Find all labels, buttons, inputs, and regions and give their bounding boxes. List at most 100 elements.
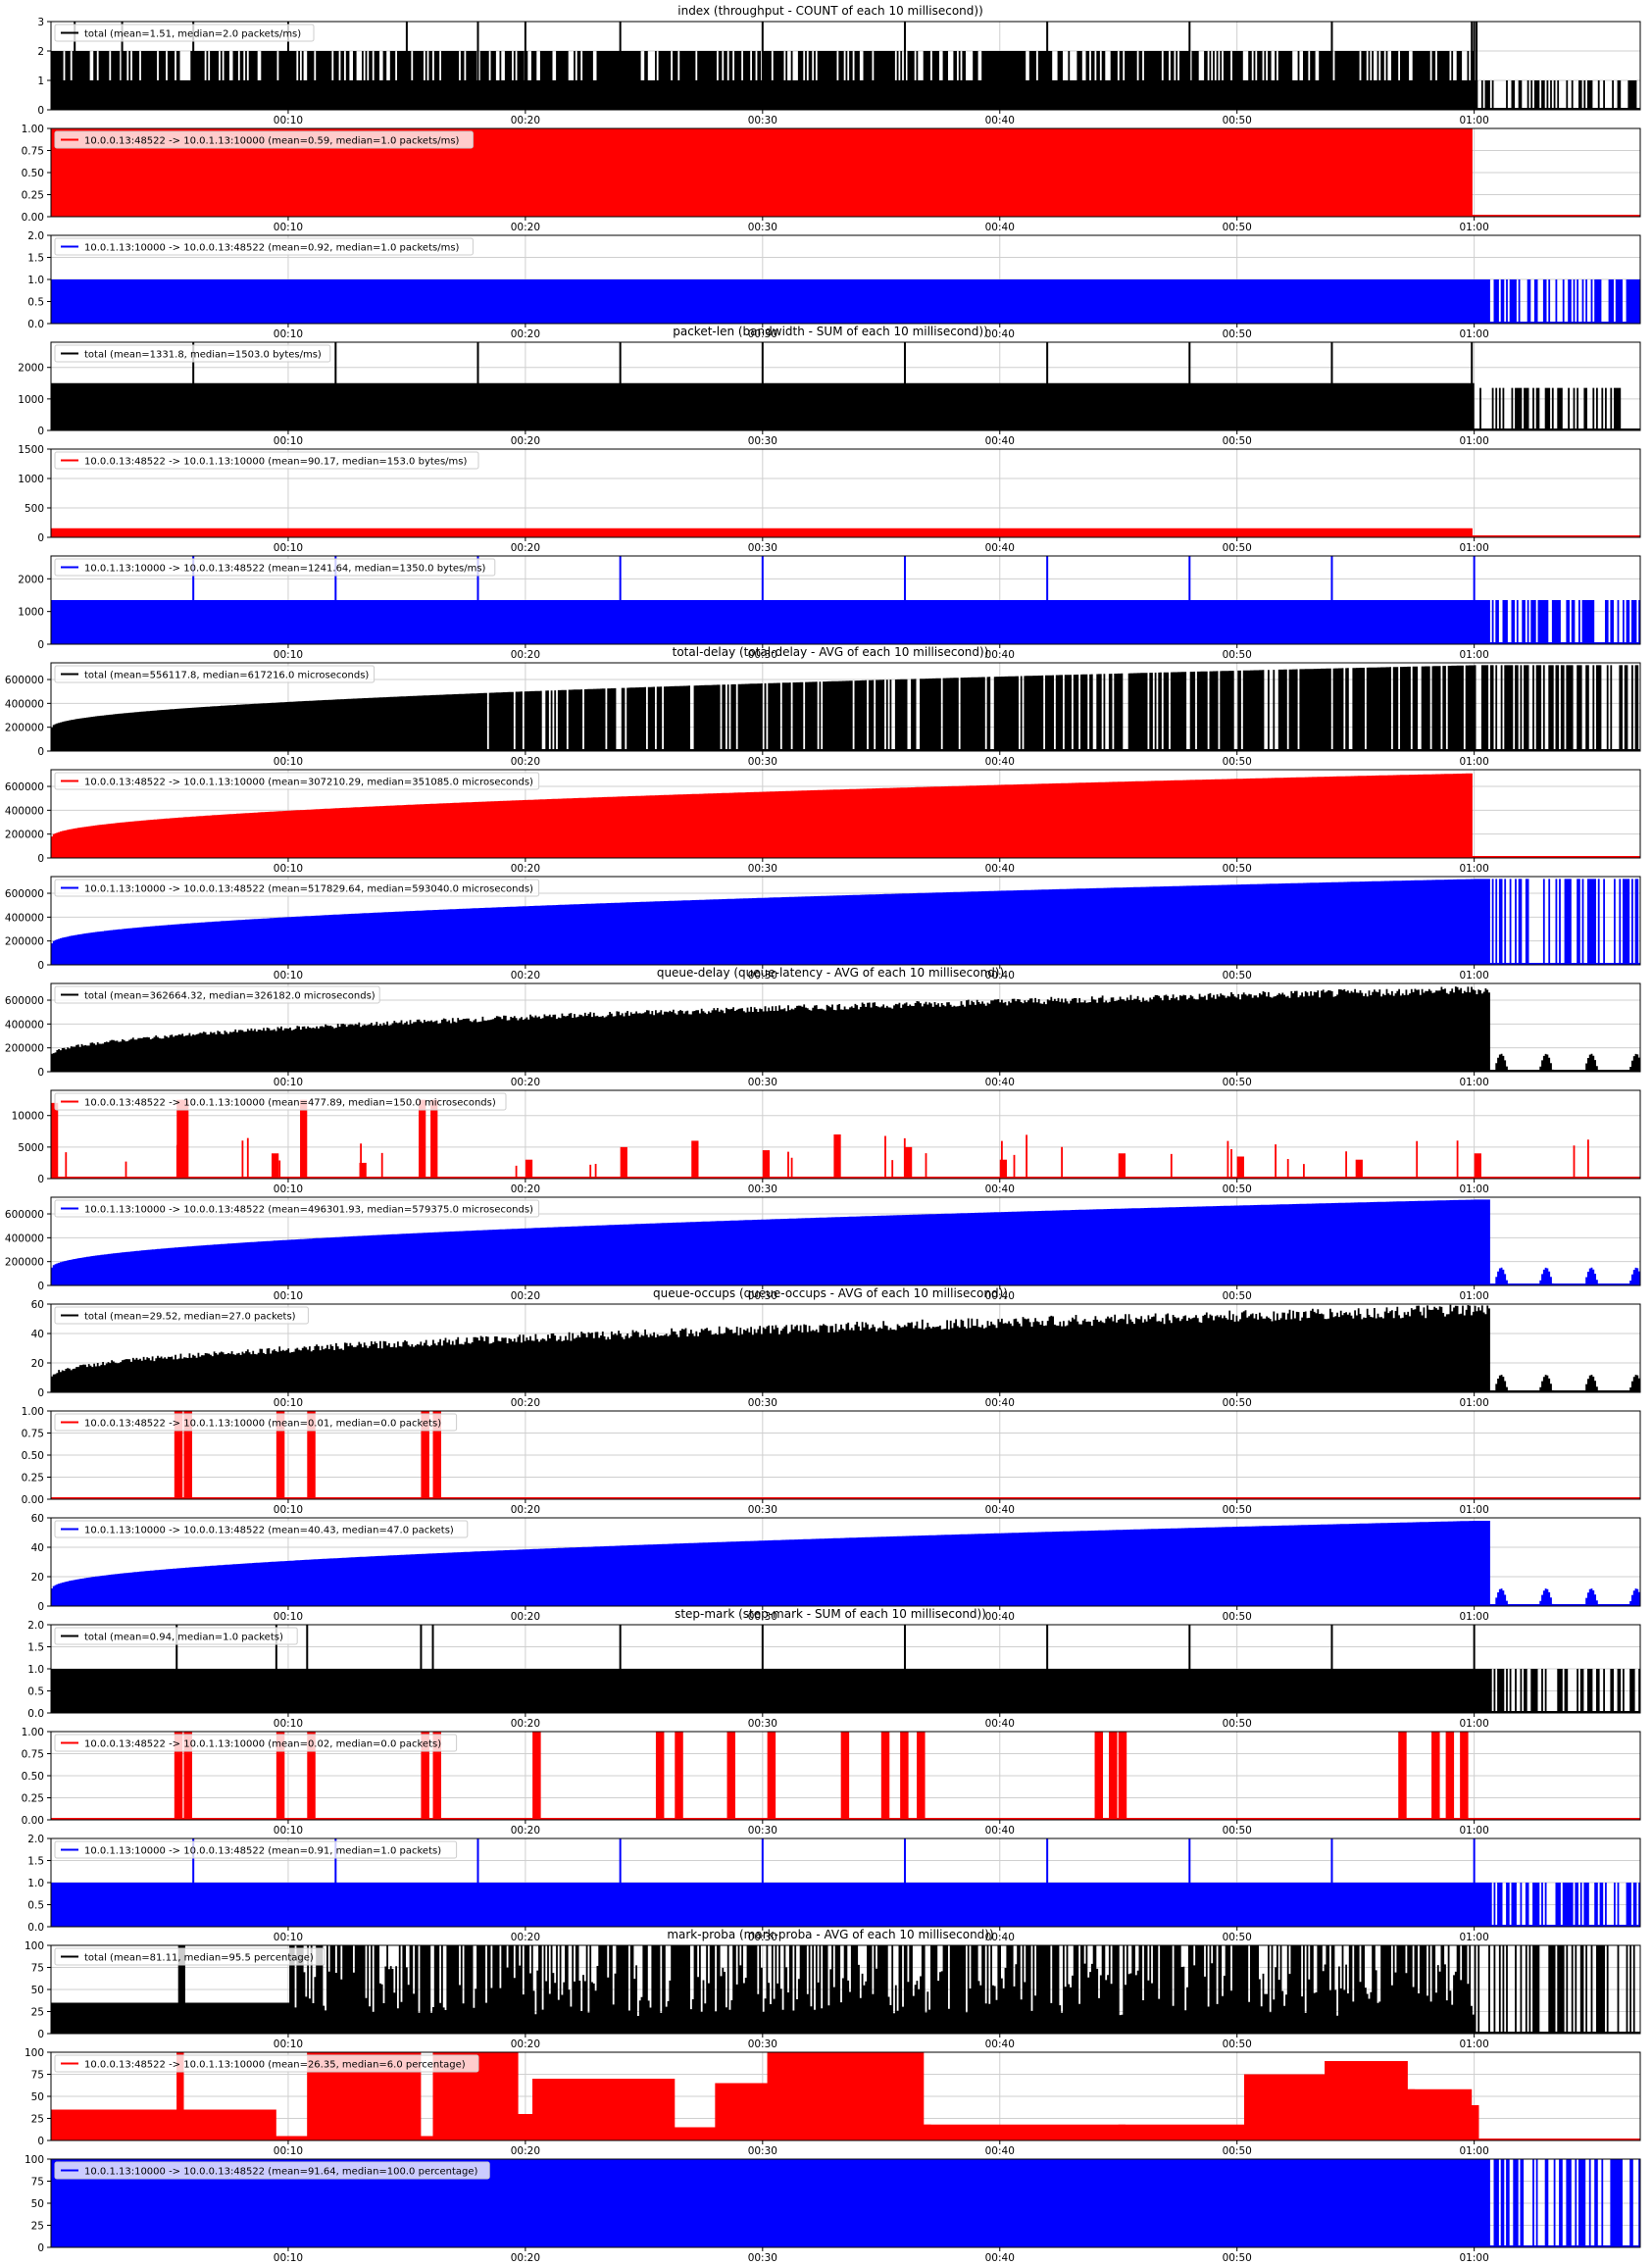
legend: total (mean=362664.32, median=326182.0 m… [54, 985, 380, 1004]
x-tick-label: 00:10 [274, 222, 303, 233]
spike-mark [421, 1732, 429, 1820]
legend-label: total (mean=29.52, median=27.0 packets) [84, 1312, 296, 1323]
y-tick-label: 1500 [18, 444, 44, 456]
x-tick-label: 00:30 [748, 1290, 777, 1302]
legend-box [54, 451, 479, 470]
panel-9: 0 200000 400000 600000 00:10 00:20 00:30 00:40 0… [5, 982, 1641, 1088]
y-tick-label: 40 [31, 1329, 44, 1340]
axes-frame [50, 769, 1641, 859]
x-tick-label: 00:50 [1223, 1504, 1252, 1516]
legend: 10.0.0.13:48522 -> 10.0.1.13:10000 (mean… [54, 1734, 458, 1752]
y-tick-label: 0 [37, 853, 44, 865]
x-tick-label: 00:40 [985, 2252, 1015, 2264]
spike-mark [1472, 2105, 1479, 2140]
y-tick-label: 0.25 [22, 190, 44, 202]
x-tick-label: 00:20 [511, 1611, 540, 1623]
legend-label: 10.0.0.13:48522 -> 10.0.1.13:10000 (mean… [84, 778, 533, 788]
spike-mark [275, 1732, 285, 1820]
x-tick-label: 00:10 [274, 1504, 303, 1516]
legend-label: 10.0.0.13:48522 -> 10.0.1.13:10000 (mean… [84, 2060, 466, 2071]
series-step-area [51, 2052, 1640, 2140]
spike-mark [51, 1102, 59, 1179]
spike-mark [176, 1099, 184, 1179]
y-tick-label: 2.0 [27, 1834, 44, 1845]
legend: 10.0.0.13:48522 -> 10.0.1.13:10000 (mean… [54, 451, 479, 470]
panel-1: 0.00 0.25 0.50 0.75 1.00 00:10 00:20 00:30 00:40… [22, 124, 1641, 233]
spike-mark [183, 1732, 192, 1820]
x-tick-label: 00:10 [274, 115, 303, 126]
axes-frame [50, 1517, 1641, 1607]
x-tick-label: 00:30 [748, 970, 777, 982]
x-tick-label: 00:40 [985, 1077, 1015, 1088]
y-tick-label: 0.00 [22, 1494, 44, 1506]
x-tick-label: 00:30 [748, 1397, 777, 1409]
panel-18: 0 25 50 75 100 00:10 00:20 00:30 00:40 00:50 01:00… [25, 1940, 1641, 2050]
series-area [51, 1945, 1635, 2034]
y-tick-label: 400000 [5, 805, 44, 817]
spike-mark [419, 1099, 426, 1179]
legend-box [54, 558, 496, 577]
legend-box [54, 1413, 458, 1432]
y-tick-label: 0.00 [22, 1815, 44, 1827]
x-tick-label: 00:30 [748, 1718, 777, 1730]
x-tick-label: 00:50 [1223, 115, 1252, 126]
y-tick-label: 200000 [5, 936, 44, 948]
panel-12: 0 20 40 60 00:10 00:20 00:30 00:40 00:50 01:00 tot… [31, 1299, 1641, 1409]
y-tick-label: 600000 [5, 888, 44, 900]
x-tick-label: 00:10 [274, 756, 303, 768]
x-tick-label: 00:10 [274, 649, 303, 661]
y-tick-label: 0.0 [27, 1922, 44, 1934]
y-tick-label: 0.50 [22, 1450, 44, 1462]
x-tick-label: 01:00 [1460, 1718, 1489, 1730]
spike-mark [1236, 1156, 1244, 1179]
x-tick-label: 01:00 [1460, 2145, 1489, 2157]
spike-mark [1474, 1153, 1481, 1179]
legend-label: total (mean=1331.8, median=1503.0 bytes/… [84, 350, 322, 361]
panel-4: 0 500 1000 1500 00:10 00:20 00:30 00:40 00:50 01:… [18, 444, 1641, 554]
x-tick-label: 00:50 [1223, 863, 1252, 875]
panel-3: 0 1000 2000 00:10 00:20 00:30 00:40 00:50 01:00 t… [18, 341, 1641, 447]
x-tick-label: 00:30 [748, 222, 777, 233]
x-tick-label: 00:10 [274, 542, 303, 554]
x-tick-label: 00:20 [511, 649, 540, 661]
y-tick-label: 1 [37, 76, 44, 87]
series-area [51, 528, 1473, 537]
legend-label: 10.0.1.13:10000 -> 10.0.0.13:48522 (mean… [84, 1526, 454, 1536]
x-tick-label: 00:40 [985, 222, 1015, 233]
legend-box [54, 2161, 490, 2180]
series-area [51, 1521, 1640, 1606]
panel-7: 0 200000 400000 600000 00:10 00:20 00:30 00:40 0… [5, 769, 1641, 875]
x-tick-label: 01:00 [1460, 2252, 1489, 2264]
x-tick-label: 00:40 [985, 1611, 1015, 1623]
y-tick-label: 200000 [5, 830, 44, 841]
legend-label: total (mean=81.11, median=95.5 percentag… [84, 1953, 314, 1964]
legend: total (mean=1.51, median=2.0 packets/ms) [54, 24, 315, 42]
y-tick-label: 50 [31, 2091, 44, 2103]
x-tick-label: 00:40 [985, 1397, 1015, 1409]
y-tick-label: 1.5 [27, 1856, 44, 1868]
legend-label: 10.0.1.13:10000 -> 10.0.0.13:48522 (mean… [84, 1205, 533, 1216]
y-tick-label: 2000 [18, 363, 44, 375]
x-tick-label: 00:30 [748, 649, 777, 661]
y-tick-label: 200000 [5, 723, 44, 734]
y-tick-label: 25 [31, 2221, 44, 2233]
panel-6: 0 200000 400000 600000 00:10 00:20 00:30 00:40 0… [5, 662, 1641, 768]
spike-mark [620, 1146, 627, 1179]
spike-mark [840, 1732, 850, 1820]
axes-frame [50, 982, 1641, 1073]
spike-mark [1118, 1732, 1127, 1820]
x-tick-label: 00:10 [274, 863, 303, 875]
x-tick-label: 00:30 [748, 1825, 777, 1837]
spike-mark [1355, 1159, 1363, 1179]
spike-mark [272, 1153, 279, 1179]
panel-0: 0 1 2 3 00:10 00:20 00:30 00:40 00:50 01:00 total … [37, 17, 1641, 126]
x-tick-label: 00:30 [748, 2145, 777, 2157]
y-tick-label: 100 [25, 2047, 44, 2059]
x-tick-label: 00:30 [748, 328, 777, 340]
y-tick-label: 0.5 [27, 1686, 44, 1698]
series-area [51, 1304, 1640, 1392]
x-tick-label: 00:30 [748, 1077, 777, 1088]
x-tick-label: 00:20 [511, 1932, 540, 1943]
y-tick-label: 10000 [12, 1111, 44, 1123]
panel-20: 0 25 50 75 100 00:10 00:20 00:30 00:40 00:50 01:00… [25, 2154, 1641, 2264]
